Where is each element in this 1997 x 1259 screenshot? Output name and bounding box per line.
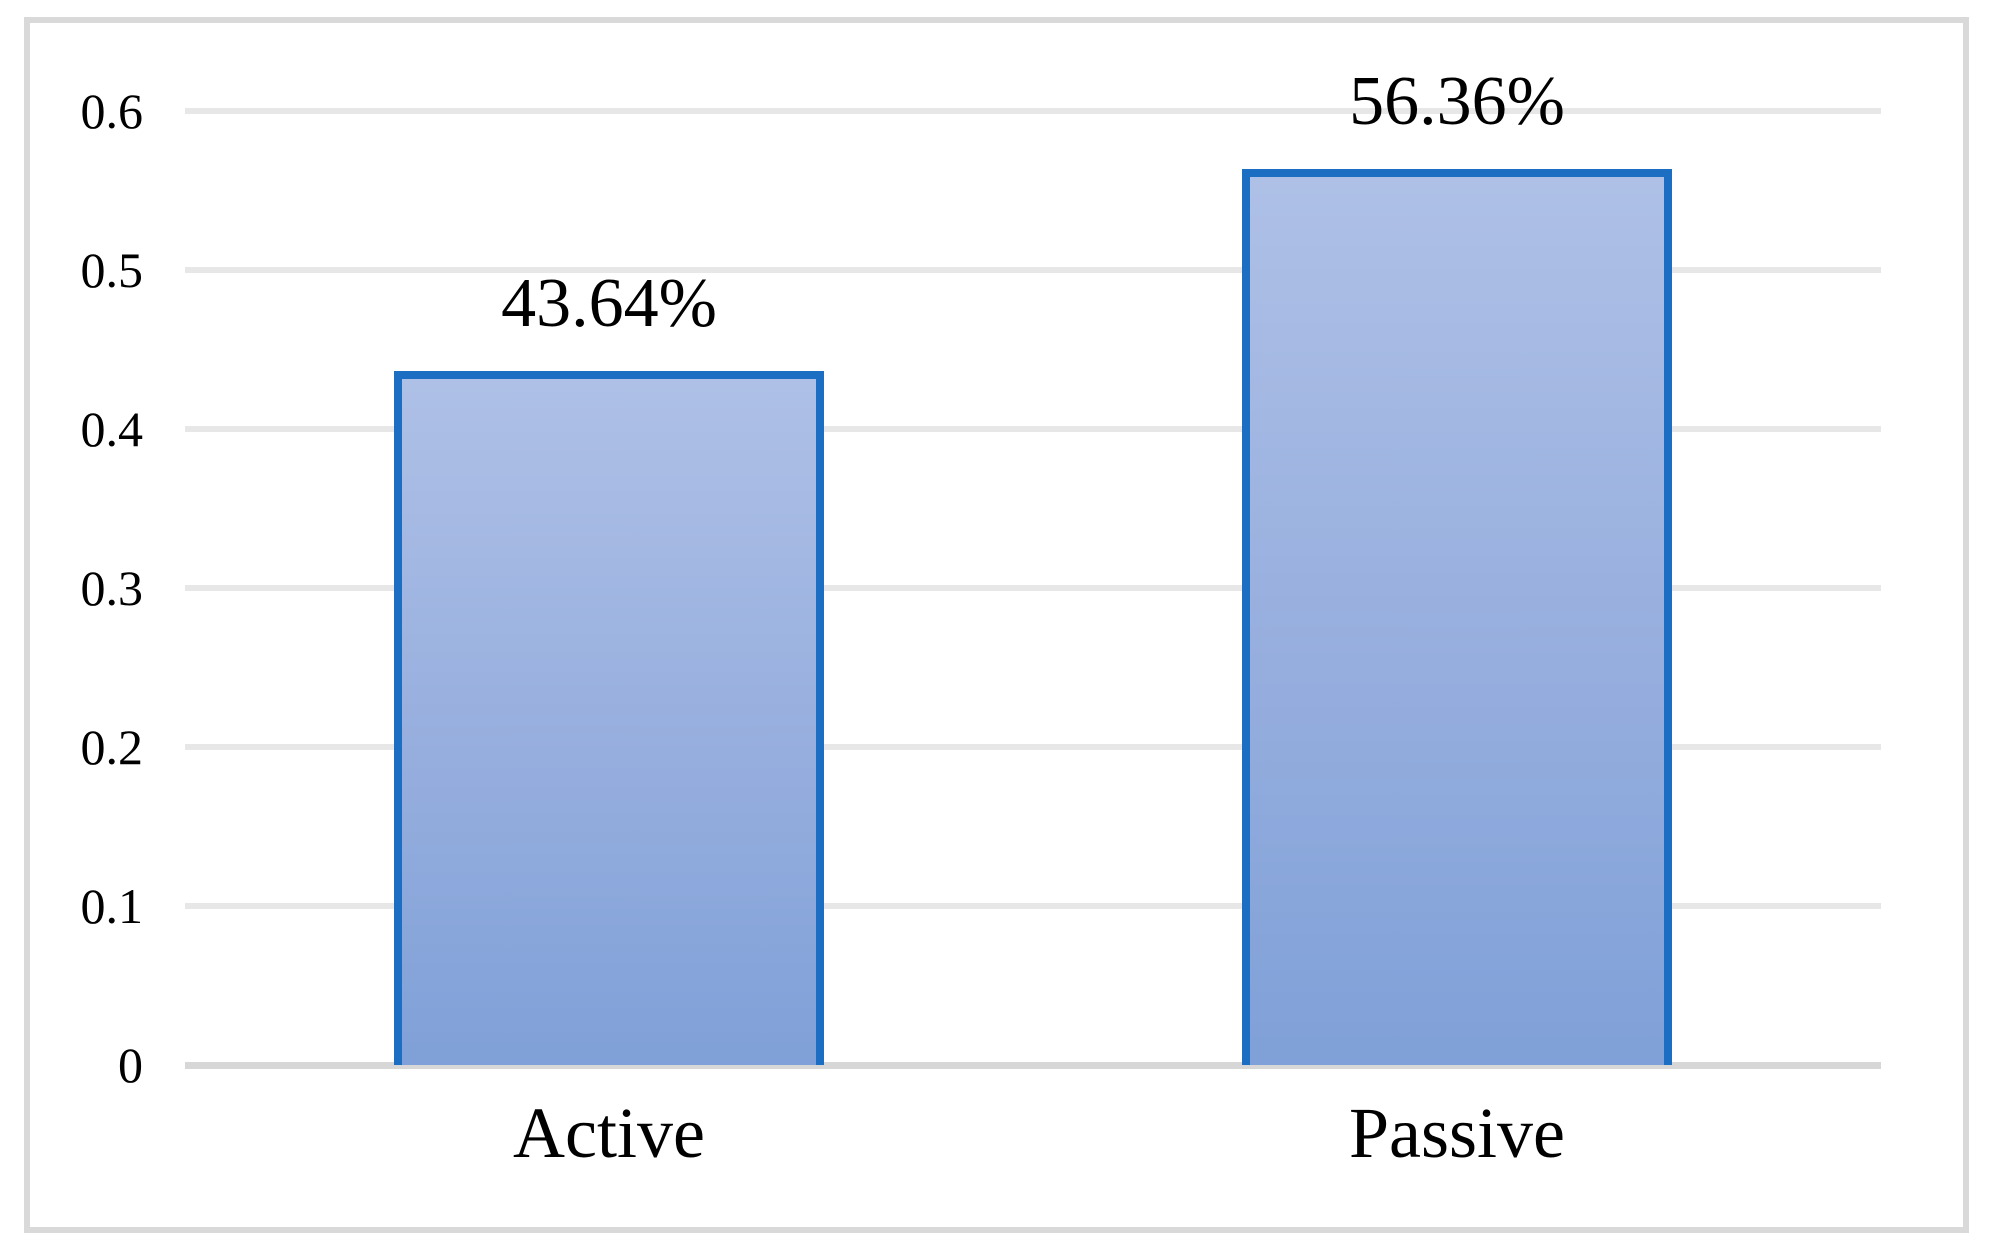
gridline — [185, 108, 1881, 114]
bar-active — [394, 371, 824, 1065]
gridline — [185, 267, 1881, 273]
gridline — [185, 585, 1881, 591]
bar-passive — [1242, 169, 1672, 1065]
y-tick-label-0.6: 0.6 — [80, 83, 144, 139]
category-label-passive: Passive — [1349, 1093, 1565, 1173]
gridline — [185, 744, 1881, 750]
y-tick-label-0.3: 0.3 — [80, 560, 144, 616]
axis-baseline — [185, 1062, 1881, 1069]
data-label-active: 43.64% — [501, 265, 717, 342]
category-label-active: Active — [513, 1093, 705, 1173]
y-tick-label-0.2: 0.2 — [80, 719, 144, 775]
y-tick-label-0.5: 0.5 — [80, 242, 144, 298]
gridline — [185, 903, 1881, 909]
y-tick-label-0.1: 0.1 — [80, 878, 144, 934]
gridline — [185, 426, 1881, 432]
y-tick-label-0: 0 — [118, 1037, 143, 1093]
plot-area — [185, 108, 1881, 1069]
y-tick-label-0.4: 0.4 — [80, 401, 144, 457]
data-label-passive: 56.36% — [1349, 63, 1565, 140]
